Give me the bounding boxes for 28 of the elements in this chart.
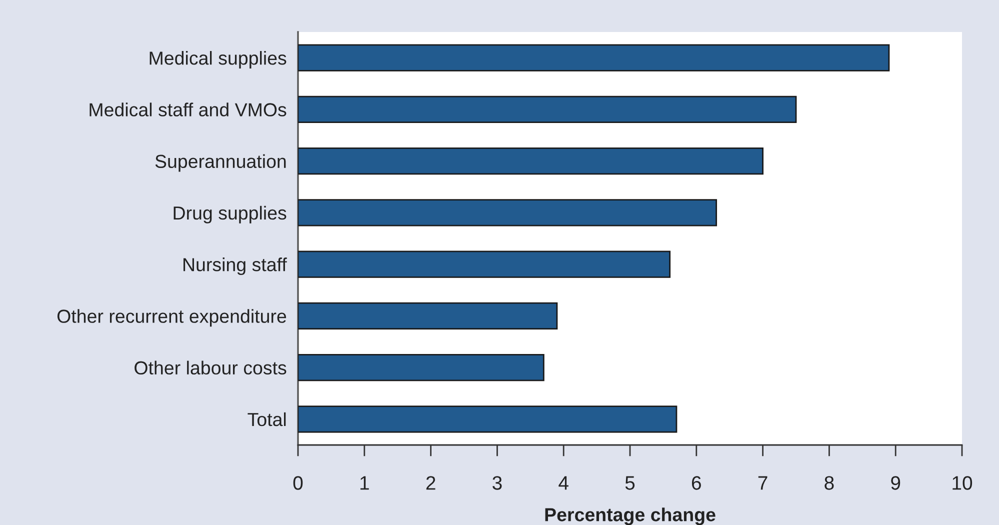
bar (298, 406, 678, 433)
y-tick-label: Other recurrent expenditure (57, 309, 286, 327)
x-axis-title: Percentage change (545, 508, 716, 525)
x-tick-label: 8 (824, 476, 834, 490)
y-tick-label: Other labour costs (134, 360, 286, 375)
x-tick-label: 5 (625, 476, 635, 490)
x-tick-label: 0 (293, 476, 303, 490)
x-tick-label: 10 (952, 476, 972, 490)
x-tick-label: 7 (758, 476, 768, 490)
bar (298, 250, 671, 278)
x-tick-label: 3 (492, 476, 502, 490)
y-tick-label: Medical staff and VMOs (90, 102, 286, 116)
bar (298, 44, 890, 72)
bar (298, 147, 764, 175)
bar (298, 199, 718, 226)
y-tick-label: Drug supplies (174, 206, 286, 224)
x-tick-label: 6 (692, 476, 701, 490)
y-tick-label: Total (248, 412, 286, 426)
y-tick-label: Medical supplies (150, 51, 286, 68)
bar (298, 354, 544, 382)
y-tick-label: Superannuation (155, 154, 286, 172)
bar (298, 96, 797, 124)
bar (298, 302, 558, 330)
y-tick-label: Nursing staff (184, 258, 287, 275)
x-tick-label: 2 (426, 476, 436, 490)
x-tick-label: 9 (891, 476, 900, 490)
x-tick-label: 1 (360, 476, 369, 490)
x-tick-label: 4 (558, 476, 568, 490)
